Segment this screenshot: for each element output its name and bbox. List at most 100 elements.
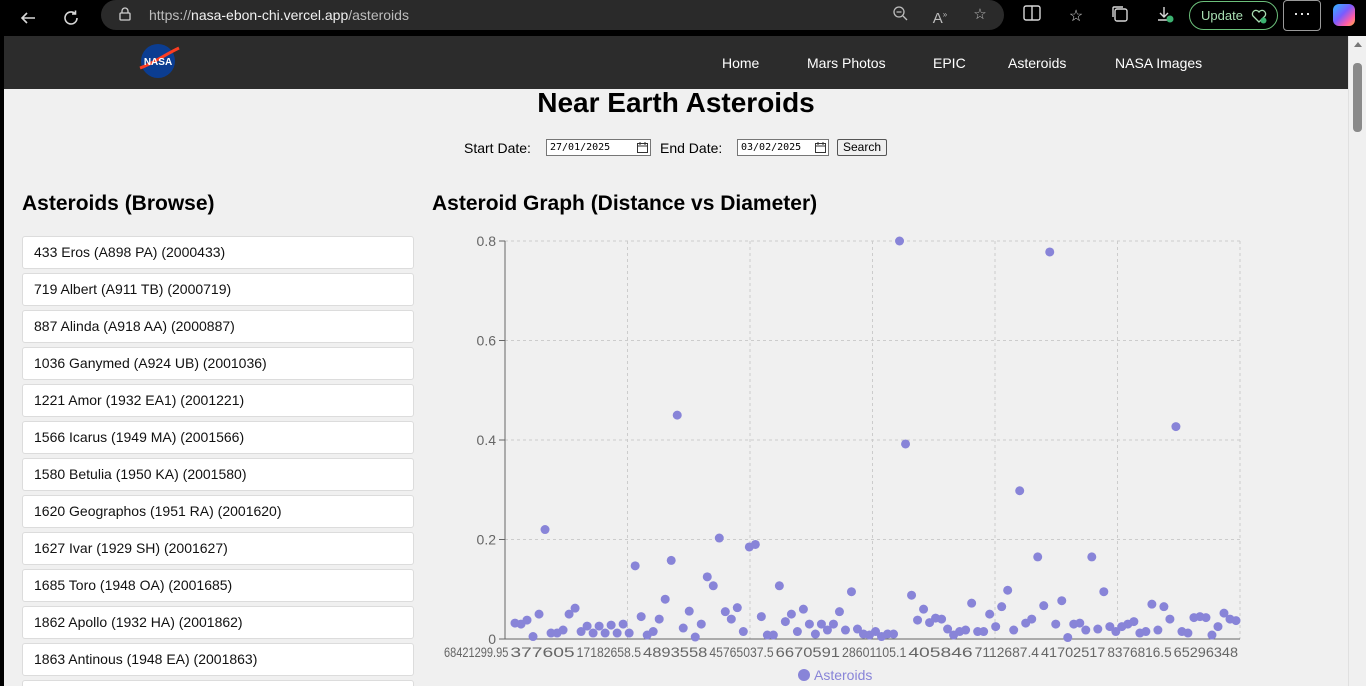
nav-link-nasa-images[interactable]: NASA Images [1115, 55, 1203, 71]
data-point [828, 619, 838, 629]
nav-link-epic[interactable]: EPIC [933, 55, 966, 71]
page-scrollbar[interactable] [1348, 36, 1366, 686]
data-point [720, 607, 730, 617]
data-point [654, 614, 664, 624]
browse-title: Asteroids (Browse) [22, 192, 215, 215]
data-point [792, 627, 802, 637]
data-point [901, 439, 911, 449]
asteroid-item[interactable]: 1620 Geographos (1951 RA) (2001620) [22, 495, 414, 528]
data-point [1153, 625, 1163, 635]
downloads-icon[interactable] [1153, 5, 1177, 29]
data-point [895, 236, 905, 246]
url-text[interactable]: https://nasa-ebon-chi.vercel.app/asteroi… [149, 7, 409, 23]
data-point [636, 612, 646, 622]
data-point [1039, 601, 1049, 611]
split-screen-icon[interactable] [1020, 5, 1044, 29]
asteroid-item[interactable]: 1685 Toro (1948 OA) (2001685) [22, 569, 414, 602]
read-aloud-icon[interactable]: A» [932, 10, 948, 27]
graph-title: Asteroid Graph (Distance vs Diameter) [432, 192, 818, 215]
y-tick-label: 0.2 [477, 532, 497, 548]
x-tick-label: 45765037.5 [709, 644, 774, 660]
more-options-button[interactable]: ⋯ [1283, 0, 1321, 31]
scroll-up-icon[interactable] [1354, 42, 1362, 47]
data-point [1231, 616, 1241, 626]
data-point [1009, 625, 1019, 635]
address-bar[interactable]: https://nasa-ebon-chi.vercel.app/asteroi… [101, 0, 1004, 30]
nasa-logo[interactable]: NASA [138, 42, 180, 80]
asteroid-item[interactable]: 1627 Ivar (1929 SH) (2001627) [22, 532, 414, 565]
data-point [696, 619, 706, 629]
legend-label: Asteroids [814, 667, 872, 683]
asteroid-item[interactable]: 433 Eros (A898 PA) (2000433) [22, 236, 414, 269]
nav-link-home[interactable]: Home [722, 55, 760, 71]
collections-icon[interactable] [1108, 5, 1132, 29]
end-date-input[interactable]: 03/02/2025 [737, 139, 829, 156]
start-date-label: Start Date: [464, 140, 531, 156]
asteroid-item[interactable]: 1862 Apollo (1932 HA) (2001862) [22, 606, 414, 639]
data-point [1015, 486, 1025, 496]
site-navbar: NASA Home Mars Photos EPIC Asteroids NAS… [4, 36, 1348, 89]
data-point [660, 594, 670, 604]
asteroid-item[interactable]: 1221 Amor (1932 EA1) (2001221) [22, 384, 414, 417]
zoom-out-icon[interactable] [890, 5, 910, 25]
data-point [1003, 585, 1013, 595]
asteroid-item[interactable]: 887 Alinda (A918 AA) (2000887) [22, 310, 414, 343]
x-tick-label: 6670591 [776, 644, 841, 660]
data-point [846, 587, 856, 597]
data-point [600, 628, 610, 638]
data-point [582, 621, 592, 631]
data-point [672, 410, 682, 420]
data-point [1081, 625, 1091, 635]
data-point [708, 581, 718, 591]
favorites-icon[interactable]: ☆ [1068, 8, 1084, 25]
calendar-icon[interactable] [815, 142, 826, 153]
x-tick-label: 7112687.4 [975, 644, 1040, 660]
asteroid-item[interactable]: 1036 Ganymed (A924 UB) (2001036) [22, 347, 414, 380]
data-point [780, 617, 790, 627]
data-point [1219, 608, 1229, 618]
data-point [907, 590, 917, 600]
data-point [1111, 627, 1121, 637]
x-tick-label: 28601105.1 [842, 644, 907, 660]
data-point [678, 623, 688, 633]
data-point [871, 627, 880, 637]
asteroid-item[interactable]: 1863 Antinous (1948 EA) (2001863) [22, 643, 414, 676]
data-point [1207, 630, 1217, 640]
nav-link-asteroids[interactable]: Asteroids [1008, 55, 1067, 71]
url-prefix: https:// [149, 7, 192, 23]
end-date-value: 03/02/2025 [741, 142, 802, 153]
refresh-icon[interactable] [58, 5, 84, 31]
favorite-star-icon[interactable]: ☆ [973, 6, 987, 23]
data-point [666, 555, 676, 565]
data-point [606, 620, 616, 630]
copilot-icon[interactable] [1333, 4, 1355, 26]
data-point [630, 561, 640, 571]
update-button[interactable]: Update [1189, 1, 1278, 30]
data-point [816, 619, 826, 629]
calendar-icon[interactable] [637, 142, 648, 153]
data-point [732, 603, 742, 613]
asteroid-item[interactable]: 1580 Betulia (1950 KA) (2001580) [22, 458, 414, 491]
data-point [594, 621, 604, 631]
data-point [774, 581, 784, 591]
y-tick-label: 0 [488, 631, 496, 647]
data-point [1033, 552, 1043, 562]
data-point [1171, 422, 1181, 432]
nav-link-mars-photos[interactable]: Mars Photos [807, 55, 886, 71]
asteroid-item[interactable]: 1566 Icarus (1949 MA) (2001566) [22, 421, 414, 454]
data-point [612, 628, 622, 638]
asteroid-item[interactable] [22, 680, 414, 686]
back-icon[interactable] [15, 5, 41, 31]
data-point [702, 572, 712, 582]
asteroid-item[interactable]: 719 Albert (A911 TB) (2000719) [22, 273, 414, 306]
data-point [570, 603, 580, 613]
data-point [852, 624, 862, 634]
scrollbar-thumb[interactable] [1353, 63, 1362, 132]
data-point [648, 627, 658, 637]
data-point [919, 604, 929, 614]
data-point [564, 609, 574, 619]
search-button[interactable]: Search [837, 139, 887, 156]
heart-pulse-icon [1251, 9, 1267, 24]
data-point [943, 624, 953, 634]
start-date-input[interactable]: 27/01/2025 [546, 139, 651, 156]
